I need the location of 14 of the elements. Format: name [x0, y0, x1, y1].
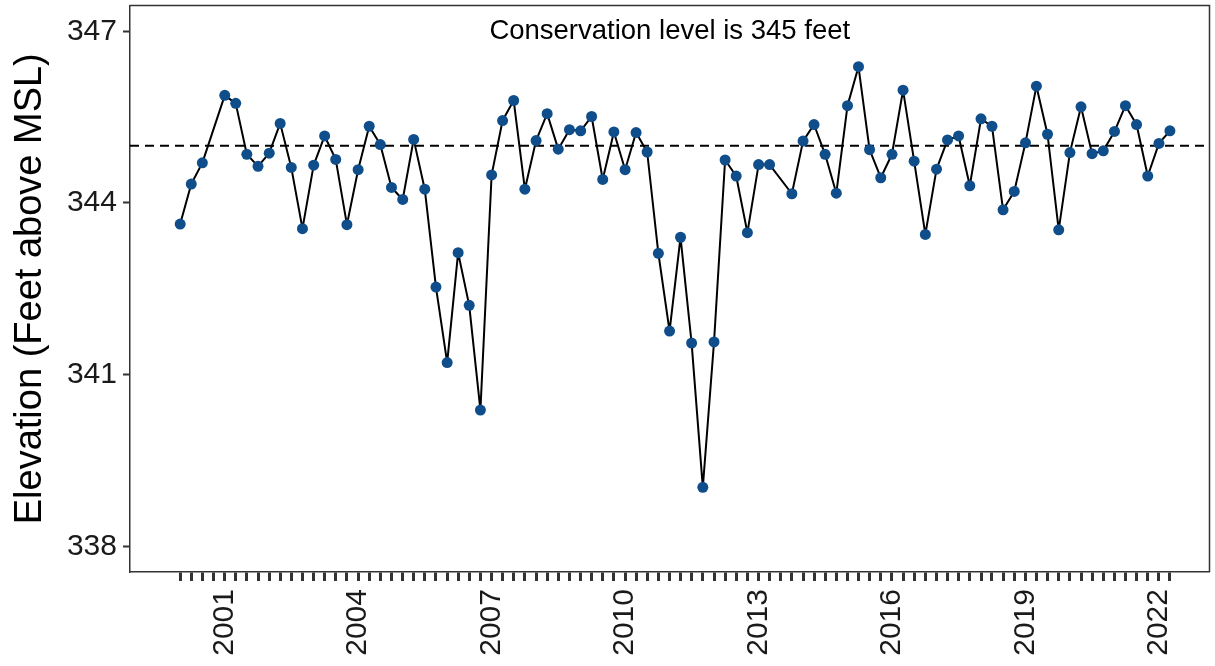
- x-tick-label: 2004: [339, 589, 373, 656]
- x-tick-label: 2016: [873, 589, 907, 656]
- annotation: Conservation level is 345 feet: [489, 14, 851, 46]
- x-tick-label: 2013: [739, 589, 773, 656]
- y-tick-label: 347: [66, 12, 117, 46]
- y-tick-label: 338: [66, 527, 117, 561]
- x-tick-label: 2010: [606, 589, 640, 656]
- x-tick-label: 2019: [1006, 589, 1040, 656]
- y-axis-title: Elevation (Feet above MSL): [7, 53, 50, 525]
- y-tick-label: 341: [66, 355, 117, 389]
- y-tick-label: 344: [66, 184, 117, 218]
- x-tick-label: 2022: [1140, 589, 1174, 656]
- x-tick-label: 2001: [206, 589, 240, 656]
- x-tick-label: 2007: [472, 589, 506, 656]
